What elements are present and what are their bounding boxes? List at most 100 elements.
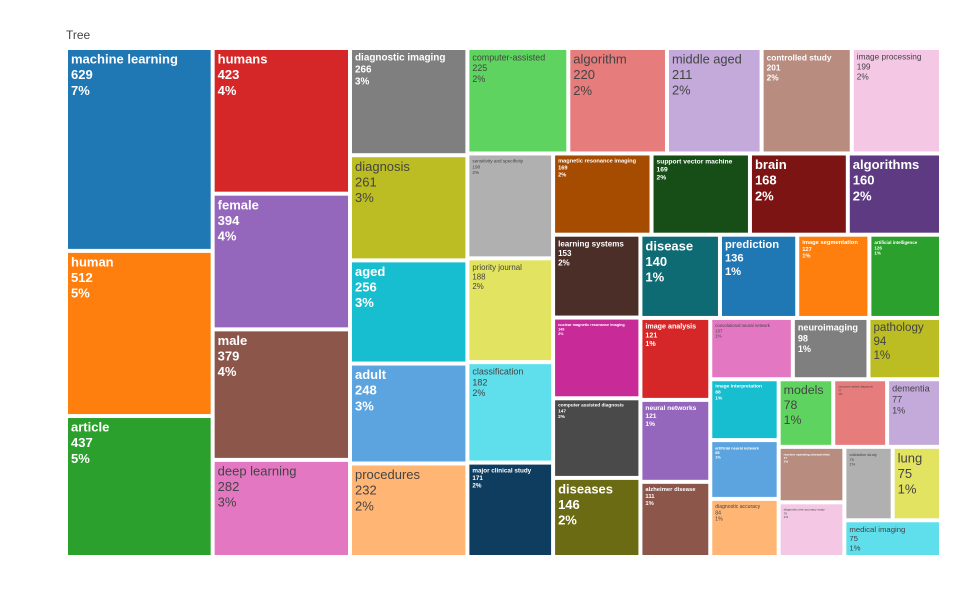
tile-label: receiver operating characteristic bbox=[784, 452, 831, 456]
tile bbox=[352, 365, 466, 462]
tile-value: 190 bbox=[472, 164, 480, 169]
tile-value: 75 bbox=[898, 466, 912, 481]
tile-value: 75 bbox=[849, 457, 854, 462]
tile-share: 1% bbox=[784, 515, 789, 519]
tile-value: 85 bbox=[715, 450, 720, 455]
tile bbox=[555, 479, 639, 555]
tile bbox=[214, 461, 349, 555]
tile bbox=[889, 381, 939, 445]
tile bbox=[712, 500, 777, 555]
tile-label: classification bbox=[472, 367, 523, 377]
tile-label: diseases bbox=[558, 482, 613, 497]
tile-value: 126 bbox=[874, 245, 882, 250]
tile-share: 2% bbox=[472, 170, 479, 175]
tile-value: 169 bbox=[558, 165, 567, 171]
tile-value: 76 bbox=[784, 511, 788, 515]
tile-share: 1% bbox=[838, 392, 843, 396]
tile-share: 3% bbox=[355, 295, 374, 310]
tile-label: sensitivity and specificity bbox=[472, 159, 523, 164]
tile bbox=[870, 319, 939, 378]
tile-value: 147 bbox=[558, 408, 566, 414]
tile-share: 1% bbox=[784, 413, 802, 427]
tile-share: 2% bbox=[767, 72, 780, 82]
tile-label: image analysis bbox=[645, 323, 696, 331]
tile-value: 232 bbox=[355, 483, 377, 498]
tile-value: 261 bbox=[355, 174, 377, 189]
tile bbox=[794, 319, 867, 378]
tile-value: 98 bbox=[798, 333, 808, 343]
tile-label: prediction bbox=[725, 239, 779, 251]
tile-value: 248 bbox=[355, 383, 377, 398]
tile-label: learning systems bbox=[558, 239, 624, 248]
tile bbox=[642, 483, 709, 555]
tile bbox=[721, 236, 796, 316]
tile bbox=[763, 50, 850, 152]
tile-value: 423 bbox=[218, 67, 240, 82]
tile-share: 1% bbox=[798, 344, 811, 354]
tile-value: 169 bbox=[657, 167, 668, 174]
tile bbox=[352, 262, 466, 362]
tile bbox=[469, 260, 552, 361]
tile bbox=[712, 442, 777, 497]
tile-label: article bbox=[71, 420, 109, 435]
tile-value: 77 bbox=[838, 388, 842, 392]
tile-label: aged bbox=[355, 264, 385, 279]
tile-share: 3% bbox=[355, 398, 374, 413]
tile-value: 88 bbox=[715, 389, 721, 395]
tile bbox=[214, 331, 349, 458]
tile-value: 282 bbox=[218, 479, 240, 494]
tile-label: magnetic resonance imaging bbox=[558, 159, 636, 165]
tile-share: 1% bbox=[645, 269, 664, 284]
tile-share: 2% bbox=[558, 414, 566, 420]
tile-value: 220 bbox=[573, 67, 595, 82]
tile-value: 94 bbox=[873, 336, 886, 348]
tile-share: 2% bbox=[472, 74, 485, 84]
tile-value: 111 bbox=[645, 494, 655, 500]
tile-label: machine learning bbox=[71, 52, 178, 67]
tile bbox=[68, 50, 211, 249]
tile bbox=[871, 236, 939, 316]
tile bbox=[835, 381, 886, 445]
tile bbox=[352, 465, 466, 555]
tile-share: 2% bbox=[558, 259, 570, 268]
tile-share: 1% bbox=[725, 266, 741, 278]
tile-share: 4% bbox=[218, 364, 237, 379]
tile bbox=[846, 522, 939, 555]
tile-label: disease bbox=[645, 238, 693, 253]
tile-value: 188 bbox=[472, 272, 486, 281]
tile-value: 153 bbox=[558, 249, 572, 258]
tile-label: female bbox=[218, 197, 259, 212]
tile-label: models bbox=[784, 383, 824, 397]
tile-label: nuclear magnetic resonance imaging bbox=[558, 323, 625, 327]
tile-share: 2% bbox=[472, 282, 483, 291]
tile-value: 160 bbox=[853, 173, 875, 188]
tile-share: 3% bbox=[355, 190, 374, 205]
tile-share: 1% bbox=[873, 350, 890, 362]
tile-label: deep learning bbox=[218, 463, 297, 478]
tile-share: 1% bbox=[645, 340, 656, 348]
tile-share: 1% bbox=[715, 395, 723, 401]
tile-share: 2% bbox=[857, 72, 870, 81]
tile bbox=[799, 236, 868, 316]
tile-label: image processing bbox=[857, 53, 922, 62]
tile-label: convolutional neural network bbox=[715, 323, 771, 328]
tile-share: 1% bbox=[645, 501, 654, 507]
tile-share: 2% bbox=[573, 83, 592, 98]
tile bbox=[894, 448, 939, 519]
tile-share: 2% bbox=[472, 483, 482, 490]
tile-value: 146 bbox=[558, 497, 580, 512]
tile-share: 4% bbox=[218, 228, 237, 243]
tile-share: 5% bbox=[71, 451, 90, 466]
tile-value: 394 bbox=[218, 213, 240, 228]
tile bbox=[214, 195, 349, 328]
tile-label: brain bbox=[755, 157, 787, 172]
tile-value: 121 bbox=[645, 331, 657, 339]
tile-share: 1% bbox=[892, 406, 905, 416]
tile-value: 78 bbox=[784, 398, 798, 412]
tile-label: diagnostic test accuracy study bbox=[784, 508, 826, 512]
tile-label: computer assisted diagnosis bbox=[558, 403, 624, 409]
tile-value: 171 bbox=[472, 475, 483, 482]
tile-share: 7% bbox=[71, 83, 90, 98]
tile-label: dementia bbox=[892, 384, 930, 394]
